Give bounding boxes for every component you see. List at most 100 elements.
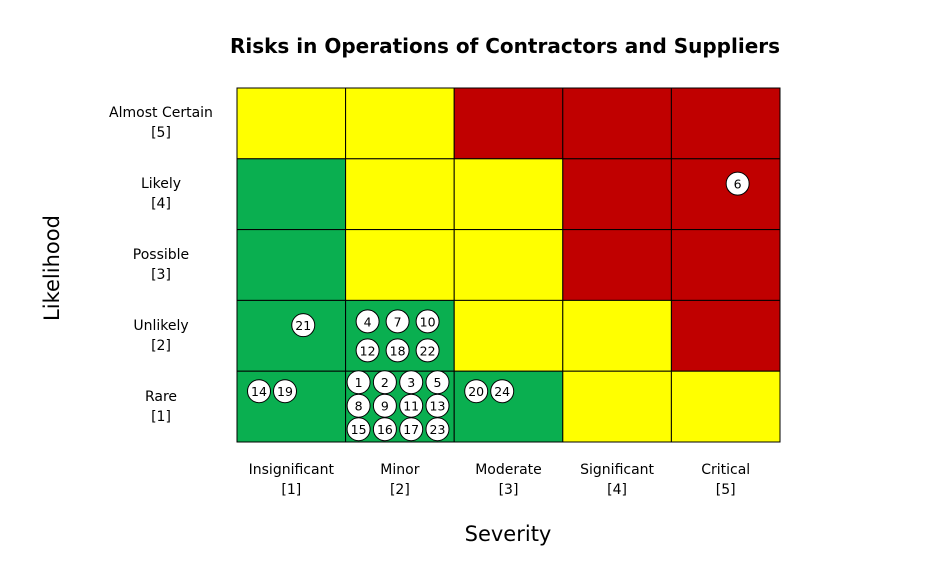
risk-marker: 14: [247, 379, 271, 404]
x-tick-name: Critical: [701, 462, 751, 478]
matrix-cell-medium: [345, 229, 455, 301]
y-tick-label: Possible [3]: [81, 245, 241, 285]
risk-marker: 5: [425, 370, 450, 395]
x-tick-name: Significant: [580, 462, 655, 478]
risk-marker-label: 22: [420, 343, 436, 358]
y-tick-label: Likely [4]: [81, 174, 241, 214]
risk-marker: 9: [372, 393, 397, 418]
matrix-cell-high: [453, 87, 564, 160]
matrix-cell-medium: [345, 87, 455, 160]
x-tick-label: Minor [2]: [340, 460, 460, 500]
risk-marker: 6: [725, 171, 750, 196]
y-tick-name: Rare: [144, 388, 178, 405]
risk-marker-circle: [490, 379, 515, 404]
risk-marker: 20: [464, 379, 489, 404]
risk-marker-label: 8: [355, 399, 363, 414]
risk-marker: 23: [425, 417, 450, 442]
matrix-cell-low: [236, 229, 347, 301]
matrix-cell-medium: [670, 370, 781, 443]
matrix-cell-medium: [345, 158, 455, 231]
risk-marker-label: 20: [468, 384, 484, 399]
x-tick-label: Moderate [3]: [449, 460, 569, 500]
risk-marker: 2: [372, 370, 397, 395]
risk-marker-label: 15: [351, 422, 367, 437]
y-tick-label: Almost Certain [5]: [81, 103, 241, 143]
matrix-cell-medium: [453, 229, 564, 301]
matrix-cell-high: [670, 87, 781, 160]
risk-marker-circle: [385, 338, 410, 363]
risk-marker-circle: [291, 313, 316, 338]
y-tick-score: [2]: [151, 337, 171, 354]
x-tick-score: [4]: [607, 482, 628, 498]
chart-title: Risks in Operations of Contractors and S…: [229, 34, 781, 58]
risk-marker: 12: [355, 338, 380, 363]
risk-marker-label: 6: [734, 177, 742, 192]
risk-marker-label: 14: [251, 384, 267, 399]
risk-marker-circle: [399, 417, 424, 442]
risk-marker: 19: [273, 379, 297, 404]
matrix-cell-high: [670, 299, 781, 372]
risk-marker: 3: [399, 370, 424, 395]
risk-marker-circle: [346, 417, 371, 442]
matrix-cell-medium: [562, 370, 672, 443]
y-tick-name: Unlikely: [133, 317, 189, 334]
risk-marker: 17: [399, 417, 424, 442]
y-tick-label: Unlikely [2]: [81, 316, 241, 356]
matrix-cell-medium: [562, 299, 672, 372]
risk-marker-label: 16: [377, 422, 393, 437]
risk-marker-circle: [425, 417, 450, 442]
risk-marker-label: 17: [403, 422, 419, 437]
risk-marker-label: 21: [295, 318, 311, 333]
risk-marker-circle: [355, 338, 380, 363]
risk-marker-label: 13: [430, 399, 446, 414]
x-tick-score: [5]: [715, 482, 736, 498]
matrix-cell-high: [562, 87, 672, 160]
risk-marker: 18: [385, 338, 410, 363]
y-tick-score: [1]: [151, 408, 171, 425]
risk-marker: 1: [346, 370, 371, 395]
matrix-cell-high: [670, 158, 781, 231]
matrix-cell-medium: [236, 87, 347, 160]
risk-marker-circle: [273, 379, 297, 404]
risk-marker-circle: [415, 309, 440, 334]
risk-marker: 15: [346, 417, 371, 442]
matrix-cell-low: [236, 158, 347, 231]
risk-marker-circle: [415, 338, 440, 363]
x-tick-name: Insignificant: [248, 462, 334, 478]
risk-marker: 16: [372, 417, 397, 442]
risk-marker-label: 11: [403, 399, 419, 414]
risk-marker: 13: [425, 393, 450, 418]
risk-marker-circle: [464, 379, 489, 404]
risk-marker-label: 3: [407, 375, 415, 390]
x-tick-name: Moderate: [475, 462, 542, 478]
matrix-cell-high: [562, 229, 672, 301]
y-tick-score: [5]: [151, 125, 171, 142]
risk-marker-label: 4: [364, 314, 372, 329]
y-tick-score: [3]: [151, 267, 171, 283]
risk-marker: 10: [415, 309, 440, 334]
y-tick-name: Possible: [132, 247, 190, 263]
risk-marker-label: 12: [360, 343, 376, 358]
x-tick-label: Insignificant [1]: [231, 460, 351, 500]
x-tick-name: Minor: [380, 462, 420, 478]
risk-marker-circle: [725, 171, 750, 196]
risk-marker-circle: [355, 309, 380, 334]
risk-marker-circle: [247, 379, 271, 404]
y-tick-label: Rare [1]: [81, 387, 241, 427]
risk-marker-circle: [372, 417, 397, 442]
matrix-cell-medium: [453, 299, 564, 372]
risk-marker-label: 1: [355, 375, 363, 390]
x-tick-score: [2]: [389, 482, 410, 498]
matrix-cell-high: [562, 158, 672, 231]
x-tick-label: Significant [4]: [557, 460, 677, 500]
matrix-cell-low: [236, 299, 347, 372]
risk-marker-label: 18: [390, 343, 406, 358]
risk-marker-label: 19: [277, 384, 293, 399]
risk-marker: 22: [415, 338, 440, 363]
x-tick-label: Critical [5]: [666, 460, 786, 500]
risk-marker-label: 10: [420, 314, 436, 329]
y-tick-score: [4]: [151, 196, 171, 213]
risk-marker-label: 24: [494, 384, 510, 399]
risk-marker-label: 23: [430, 422, 446, 437]
y-tick-name: Almost Certain: [109, 105, 213, 122]
